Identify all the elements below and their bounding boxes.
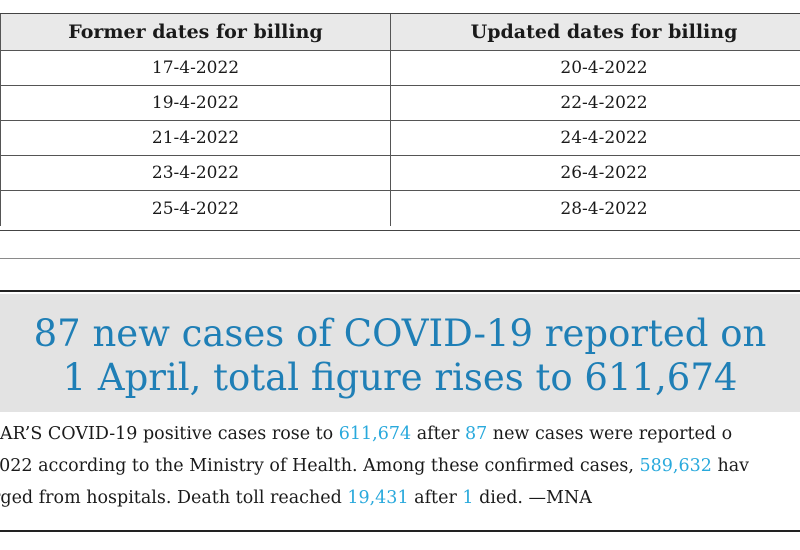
body-text: rged from hospitals. Death toll reached (0, 488, 348, 508)
headline-line-2: 1 April, total figure rises to 611,674 (62, 356, 738, 399)
body-text: 2022 according to the Ministry of Health… (0, 456, 640, 476)
former-date-cell: 23-4-2022 (1, 156, 391, 190)
table-row: 17-4-2022 20-4-2022 (0, 51, 800, 86)
section-divider (0, 258, 800, 259)
new-deaths-figure: 1 (462, 488, 474, 508)
row-stub (0, 156, 1, 190)
table-header-row: Former dates for billing Updated dates f… (0, 14, 800, 51)
recovered-figure: 589,632 (639, 456, 712, 476)
updated-date-cell: 28-4-2022 (560, 198, 648, 219)
header-updated-dates: Updated dates for billing (470, 21, 738, 43)
body-text: hav (711, 456, 750, 476)
former-date-cell: 21-4-2022 (1, 121, 391, 155)
body-text: after (411, 424, 465, 444)
headline-band: 87 new cases of COVID-19 reported on 1 A… (0, 294, 800, 412)
article-body-line: MAR’S COVID-19 positive cases rose to 61… (0, 422, 732, 446)
row-stub (0, 191, 1, 226)
table-row: 21-4-2022 24-4-2022 (0, 121, 800, 156)
updated-date-cell: 26-4-2022 (560, 163, 648, 183)
row-stub (0, 86, 1, 120)
former-date-cell: 25-4-2022 (1, 191, 391, 226)
new-cases-figure: 87 (464, 424, 488, 444)
total-cases-figure: 611,674 (338, 424, 412, 444)
updated-date-cell: 22-4-2022 (560, 93, 648, 113)
header-former-dates: Former dates for billing (1, 14, 391, 50)
headline-line-1: 87 new cases of COVID-19 reported on (33, 312, 767, 355)
article-body-line: rged from hospitals. Death toll reached … (0, 486, 592, 510)
billing-dates-table: Former dates for billing Updated dates f… (0, 13, 800, 231)
updated-date-cell: 24-4-2022 (560, 128, 648, 148)
header-cell-first-column (0, 14, 1, 50)
table-row: 19-4-2022 22-4-2022 (0, 86, 800, 121)
table-row: 25-4-2022 28-4-2022 (0, 191, 800, 226)
death-toll-figure: 19,431 (347, 488, 409, 508)
body-text: MAR’S COVID-19 positive cases rose to (0, 424, 339, 444)
body-text: new cases were reported o (487, 424, 733, 444)
article-body-line: 2022 according to the Ministry of Health… (0, 454, 749, 478)
table-row: 23-4-2022 26-4-2022 (0, 156, 800, 191)
row-stub (0, 121, 1, 155)
news-article: 87 new cases of COVID-19 reported on 1 A… (0, 290, 800, 532)
body-text: after (408, 488, 463, 508)
updated-date-cell: 20-4-2022 (560, 58, 648, 78)
former-date-cell: 17-4-2022 (1, 51, 391, 85)
row-stub (0, 51, 1, 85)
body-text: died. —MNA (473, 488, 592, 508)
former-date-cell: 19-4-2022 (1, 86, 391, 120)
